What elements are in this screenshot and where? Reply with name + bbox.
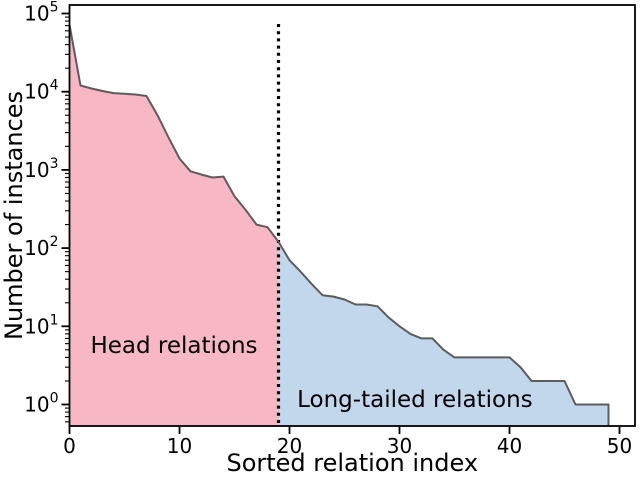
x-axis-label: Sorted relation index [226,449,478,476]
curve-line [68,24,610,426]
y-tick-label: 100 [24,391,58,417]
x-tick-label: 30 [387,434,412,458]
x-tick-label: 40 [497,434,522,458]
y-tick-label: 104 [24,78,58,104]
axes-spines [68,4,636,427]
tick-marks [61,12,621,434]
x-tick-label: 0 [63,434,76,458]
x-tick-label: 10 [167,434,192,458]
tick-labels: 100 101 102 103 104 105 0 10 20 30 40 50 [24,0,632,458]
y-tick-label: 103 [24,156,58,182]
head-relations-label: Head relations [90,333,257,359]
y-tick-label: 105 [24,0,58,26]
y-tick-label: 101 [24,312,58,338]
y-tick-label: 102 [24,234,58,260]
area-fills [69,24,609,426]
x-tick-label: 20 [277,434,302,458]
y-axis-label: Number of instances [0,91,28,340]
long-tailed-relations-label: Long-tailed relations [297,387,533,413]
x-tick-label: 50 [607,434,632,458]
